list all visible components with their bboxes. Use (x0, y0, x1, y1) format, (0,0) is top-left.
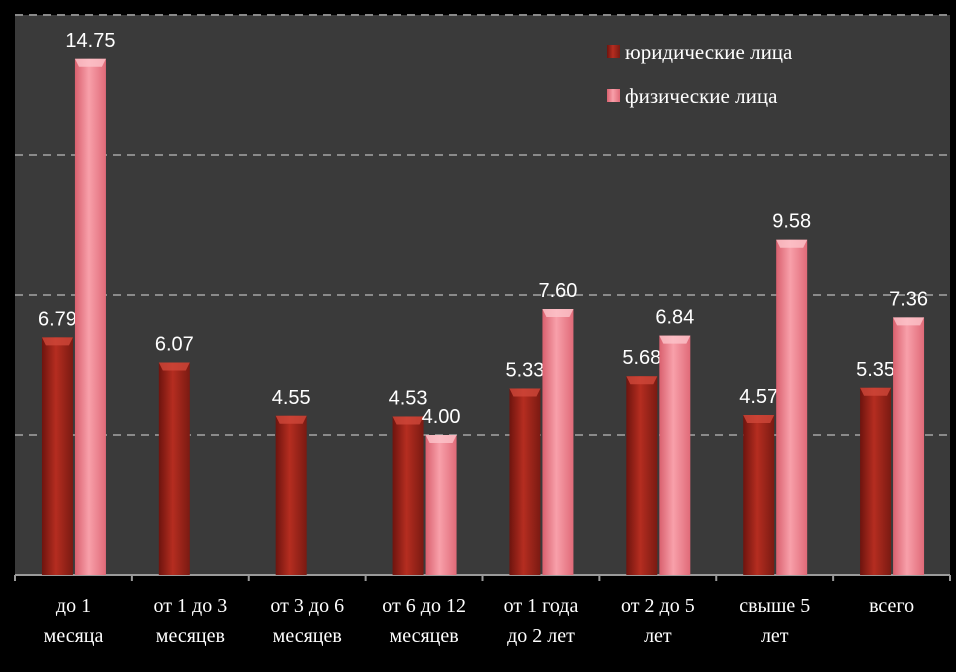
value-label: 4.00 (422, 406, 461, 428)
legend-label: юридические лица (625, 40, 793, 64)
value-label: 5.35 (856, 359, 895, 381)
bar-cap (425, 435, 457, 443)
bar (860, 387, 892, 575)
value-label: 5.68 (622, 347, 661, 369)
value-label: 6.79 (38, 308, 77, 330)
bar (74, 58, 106, 575)
x-tick-label: от 3 до 6 месяцев (270, 595, 345, 647)
bar-cap (509, 388, 541, 397)
bar (626, 376, 658, 575)
bar (509, 388, 541, 575)
bar-cap (776, 239, 808, 248)
legend-marker (607, 89, 620, 102)
value-label: 6.84 (655, 307, 694, 329)
bar (776, 239, 808, 575)
bar (425, 435, 457, 575)
legend-marker (607, 45, 620, 58)
value-label: 6.07 (155, 334, 194, 356)
x-tick-label: от 1 до 3 месяцев (153, 595, 228, 647)
x-tick-label: от 2 до 5 лет (621, 595, 695, 647)
x-tick-label: всего (869, 595, 915, 617)
value-label: 14.75 (65, 30, 115, 52)
x-tick-label: от 6 до 12 месяцев (382, 595, 466, 647)
bar (659, 335, 691, 575)
bar-cap (743, 415, 775, 424)
value-label: 5.33 (505, 359, 544, 381)
bar-cap (860, 387, 892, 396)
x-tick-label: свыше 5 лет (739, 595, 811, 647)
bar (392, 416, 424, 575)
bar (743, 415, 775, 575)
x-tick-label: до 1 месяца (43, 595, 104, 647)
value-label: 4.53 (389, 387, 428, 409)
bar-cap (392, 416, 424, 425)
bar (158, 362, 190, 575)
value-label: 4.55 (272, 387, 311, 409)
x-tick-label: от 1 года до 2 лет (503, 595, 579, 647)
bar (542, 309, 574, 575)
bar-cap (659, 335, 691, 344)
bar-cap (542, 309, 574, 317)
bar-cap (626, 376, 658, 385)
bar (275, 415, 307, 575)
bar-cap (41, 337, 73, 346)
bar (41, 337, 73, 575)
value-label: 9.58 (772, 211, 811, 233)
legend-label: физические лица (625, 84, 778, 108)
bar-cap (275, 415, 307, 424)
value-label: 7.36 (889, 288, 928, 310)
bar-cap (158, 362, 190, 371)
bar-cap (893, 317, 925, 326)
value-label: 4.57 (739, 386, 778, 408)
value-label: 7.60 (538, 280, 577, 302)
bar (893, 317, 925, 575)
bar-cap (74, 58, 106, 67)
